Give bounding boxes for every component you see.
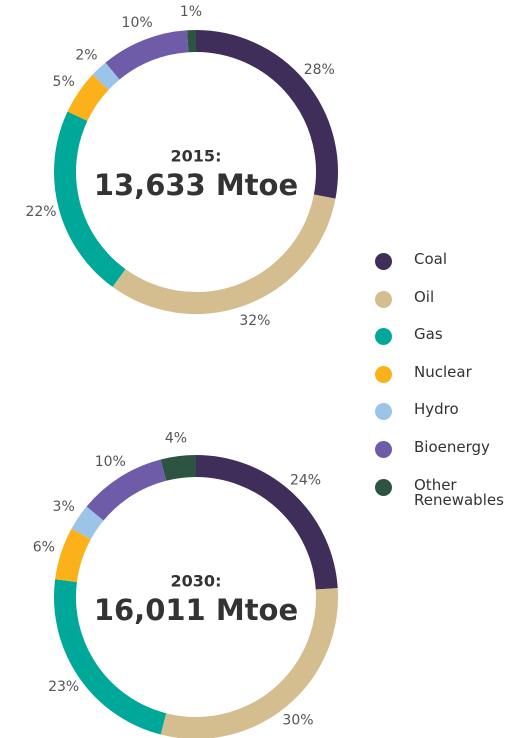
donut-segment xyxy=(195,30,338,199)
center-total: 13,633 Mtoe xyxy=(94,168,298,202)
value-label: 32% xyxy=(239,313,270,329)
donut-segment xyxy=(86,459,167,521)
donut-segment xyxy=(67,74,109,122)
legend-swatch xyxy=(375,478,392,496)
value-label: 28% xyxy=(304,62,335,78)
value-label: 3% xyxy=(53,499,75,515)
value-label: 24% xyxy=(290,472,321,488)
value-label: 5% xyxy=(53,74,75,90)
legend-swatch xyxy=(375,403,392,421)
center-year: 2015: xyxy=(171,147,222,166)
donut-segment xyxy=(112,194,336,314)
legend-swatch xyxy=(375,365,392,383)
center-year: 2030: xyxy=(171,572,222,591)
value-label: 2% xyxy=(75,47,97,63)
donut-segment xyxy=(105,30,189,80)
legend-label: Oil xyxy=(414,287,435,306)
legend-label: Coal xyxy=(414,250,448,268)
center-total: 16,011 Mtoe xyxy=(94,593,298,627)
donut-segment xyxy=(160,588,338,738)
donut-segment xyxy=(71,506,104,540)
legend-label: Hydro xyxy=(414,400,459,419)
legend-label: Nuclear xyxy=(414,362,472,381)
donut-segment xyxy=(160,455,197,481)
donut-segment xyxy=(54,579,167,735)
legend-label: Bioenergy xyxy=(414,437,490,456)
donut-segment xyxy=(54,111,126,287)
legend-swatch xyxy=(375,290,392,308)
value-label: 6% xyxy=(33,540,55,556)
legend-swatch xyxy=(375,440,392,458)
legend-swatch xyxy=(375,328,392,346)
legend-label: Gas xyxy=(414,325,443,344)
legend-label: Other Renewables xyxy=(414,475,504,509)
value-label: 4% xyxy=(165,430,187,446)
donut-segment xyxy=(92,62,120,90)
legend-swatch xyxy=(375,253,392,270)
donut-segment xyxy=(195,455,338,590)
donut-segment xyxy=(55,528,91,583)
value-label: 10% xyxy=(95,454,126,470)
value-label: 22% xyxy=(25,204,56,220)
value-label: 23% xyxy=(48,679,79,695)
value-label: 10% xyxy=(122,15,153,31)
value-label: 1% xyxy=(180,4,202,20)
value-label: 30% xyxy=(282,712,313,728)
